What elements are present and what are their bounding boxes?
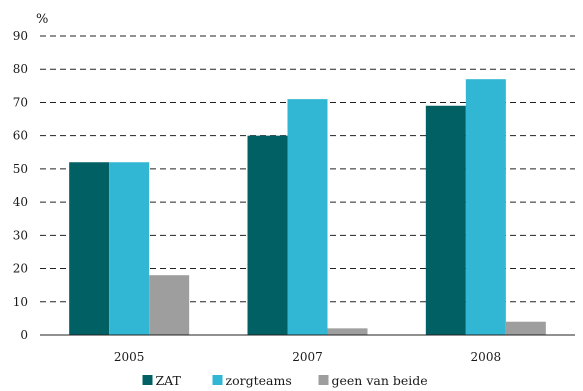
legend-label: geen van beide [332,373,428,388]
legend-swatch [318,375,329,385]
y-tick-label: 90 [13,29,28,43]
bars [69,79,546,336]
y-tick-label: 10 [13,295,28,309]
y-axis-ticks: 0 10 20 30 40 50 60 70 80 90 [13,29,28,342]
y-tick-label: 70 [13,95,28,109]
y-tick-label: 80 [13,62,28,76]
y-axis-label: % [36,12,48,27]
bar-ZAT-2008 [425,105,466,336]
x-axis-ticks: 2005 2007 2008 [114,350,501,364]
bar-geen-van-beide-2008 [505,321,546,335]
y-tick-label: 20 [13,262,28,276]
x-tick-label: 2008 [471,350,502,364]
x-tick-label: 2005 [114,350,145,364]
bar-zorgteams-2007 [287,99,328,335]
y-tick-label: 60 [13,129,28,143]
bar-zorgteams-2008 [465,79,506,335]
y-tick-label: 50 [13,162,28,176]
bar-geen-van-beide-2007 [327,328,368,335]
bar-zorgteams-2005 [109,162,150,335]
legend: ZAT zorgteams geen van beide [142,373,428,388]
legend-label: ZAT [156,373,182,388]
x-tick-label: 2007 [292,350,323,364]
y-tick-label: 40 [13,195,28,209]
y-tick-label: 0 [20,328,28,342]
legend-swatch [212,375,223,385]
bar-ZAT-2007 [247,135,288,335]
legend-swatch [142,375,153,385]
y-tick-label: 30 [13,228,28,242]
legend-label: zorgteams [226,373,292,388]
bar-ZAT-2005 [69,162,110,335]
bar-geen-van-beide-2005 [149,275,190,335]
